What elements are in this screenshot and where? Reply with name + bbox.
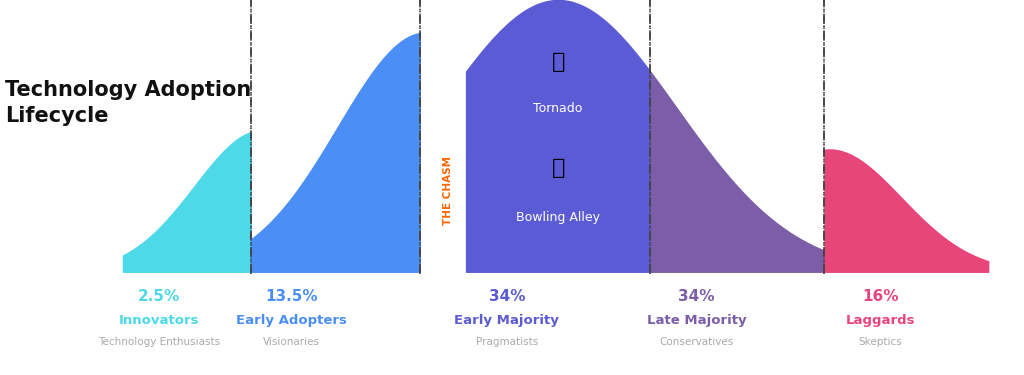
Text: THE CHASM: THE CHASM [443, 156, 453, 225]
Text: 16%: 16% [862, 290, 899, 304]
Text: Innovators: Innovators [119, 314, 199, 327]
Text: 34%: 34% [678, 290, 715, 304]
Text: 🎳: 🎳 [551, 159, 565, 178]
Text: Technology Enthusiasts: Technology Enthusiasts [97, 337, 220, 347]
Text: Conservatives: Conservatives [659, 337, 733, 347]
Text: 13.5%: 13.5% [265, 290, 318, 304]
Text: 🌪: 🌪 [551, 53, 565, 72]
Text: Late Majority: Late Majority [646, 314, 746, 327]
Text: Early Majority: Early Majority [455, 314, 559, 327]
Text: Skeptics: Skeptics [859, 337, 902, 347]
Text: 2.5%: 2.5% [137, 290, 180, 304]
Text: Technology Adoption
Lifecycle: Technology Adoption Lifecycle [5, 80, 251, 126]
Text: 34%: 34% [488, 290, 525, 304]
Text: Pragmatists: Pragmatists [476, 337, 538, 347]
Text: Tornado: Tornado [534, 102, 583, 115]
Text: Laggards: Laggards [846, 314, 915, 327]
Text: Visionaries: Visionaries [263, 337, 321, 347]
Text: Bowling Alley: Bowling Alley [516, 211, 600, 224]
Text: Early Adopters: Early Adopters [237, 314, 347, 327]
